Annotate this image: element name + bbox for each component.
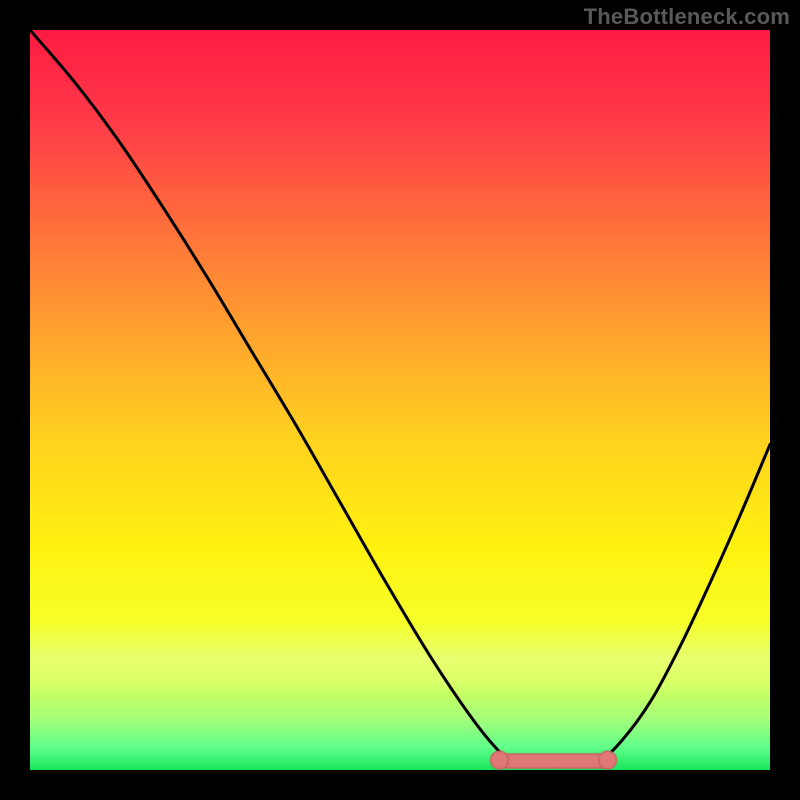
- watermark-label: TheBottleneck.com: [584, 4, 790, 30]
- chart-root: TheBottleneck.com: [0, 0, 800, 800]
- optimal-zone-marker: [30, 30, 770, 770]
- plot-area: [30, 30, 770, 770]
